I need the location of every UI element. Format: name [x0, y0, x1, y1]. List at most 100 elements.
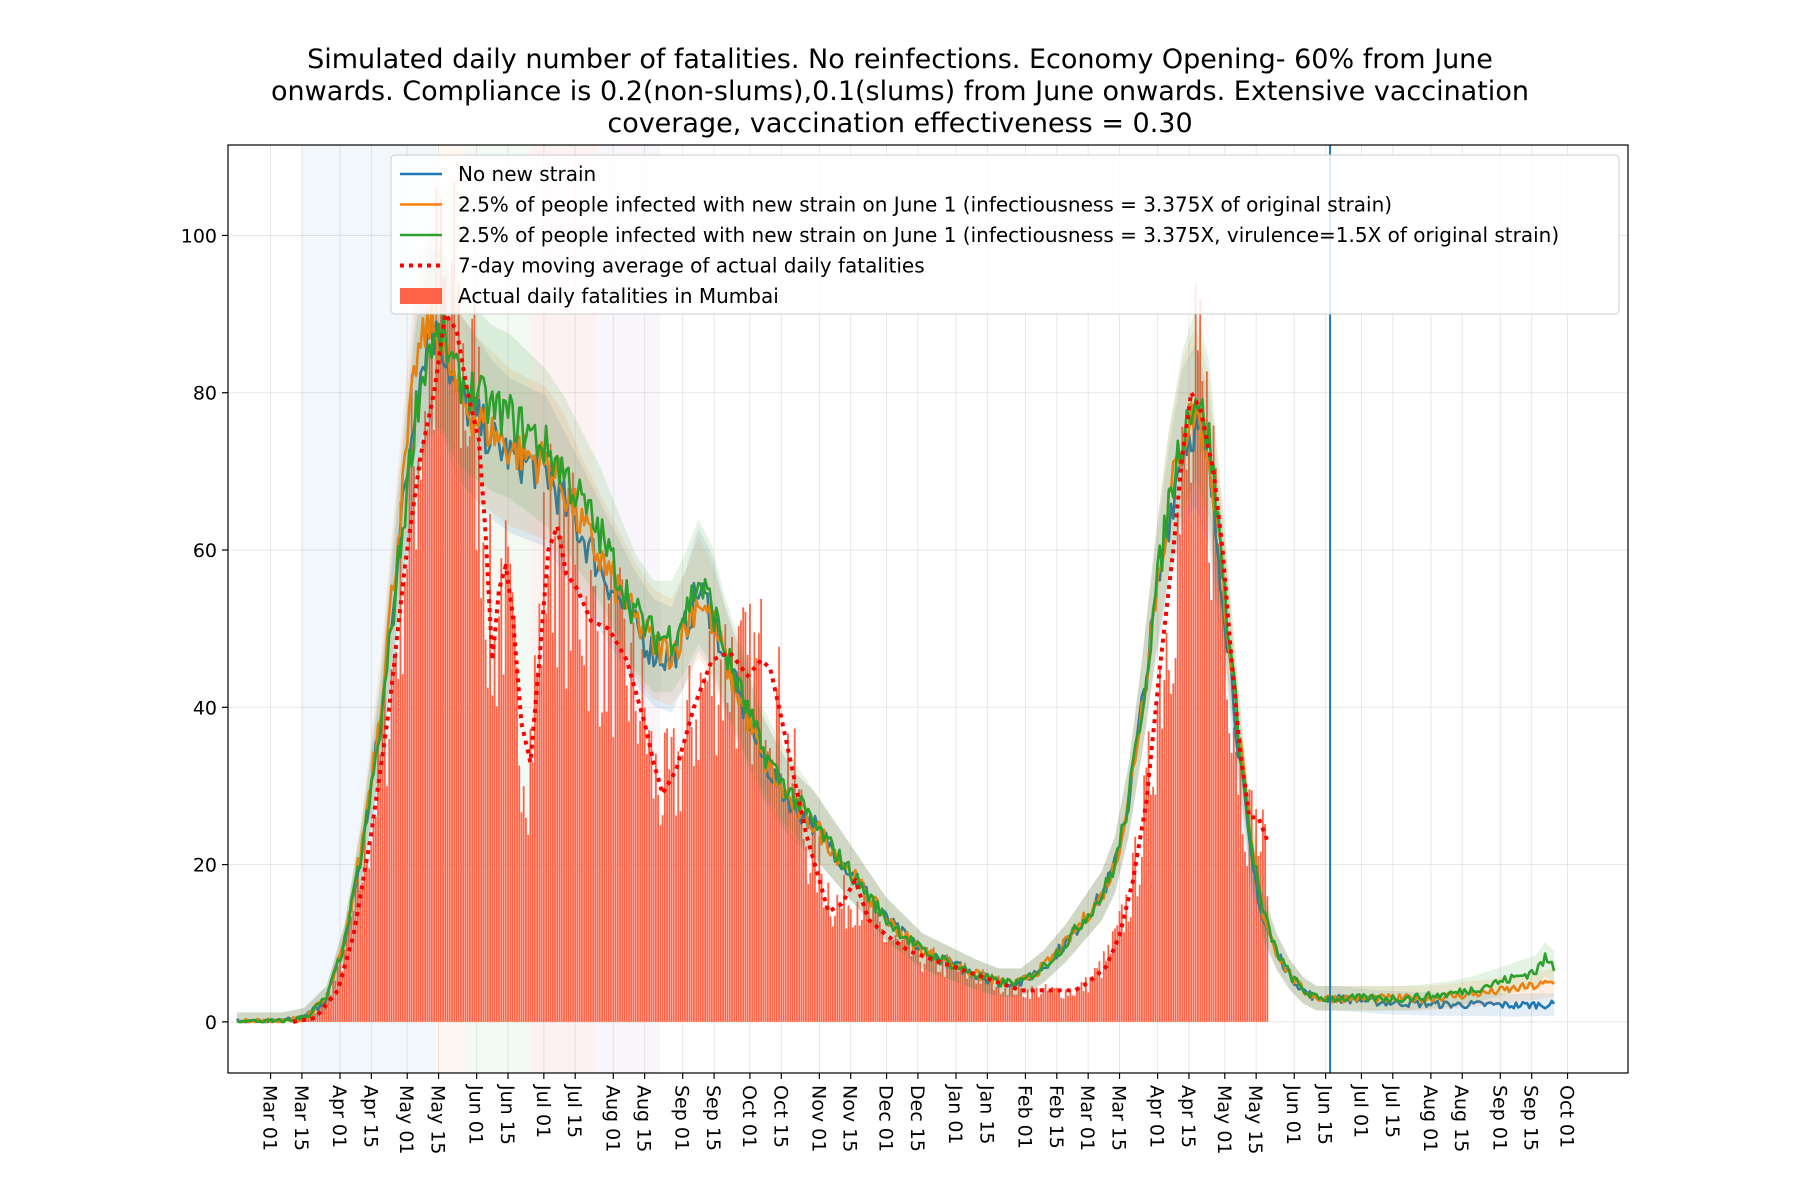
actual-fatalities-bar — [894, 935, 897, 1022]
actual-fatalities-bar — [793, 728, 796, 1022]
actual-fatalities-bar — [993, 990, 995, 1022]
actual-fatalities-bar — [955, 968, 957, 1022]
series-line — [236, 312, 1556, 1024]
actual-fatalities-bar — [386, 786, 388, 1022]
actual-fatalities-bar — [1029, 998, 1031, 1022]
actual-fatalities-bar — [363, 829, 366, 1022]
x-tick-label: Dec 15 — [906, 1085, 928, 1152]
actual-fatalities-bar — [762, 756, 765, 1022]
actual-fatalities-bar — [1219, 534, 1222, 1022]
actual-fatalities-bar — [489, 514, 491, 1022]
actual-fatalities-bar — [327, 988, 330, 1022]
actual-fatalities-bar — [690, 727, 693, 1022]
actual-fatalities-bar — [948, 958, 951, 1022]
actual-fatalities-bar — [939, 971, 942, 1022]
actual-fatalities-bar — [957, 971, 960, 1022]
legend-label: 2.5% of people infected with new strain … — [458, 223, 1559, 247]
actual-fatalities-bar — [979, 983, 982, 1022]
actual-fatalities-bar — [820, 873, 823, 1022]
actual-fatalities-bar — [464, 430, 467, 1022]
actual-fatalities-bar — [383, 675, 386, 1022]
x-tick-label: Feb 15 — [1045, 1085, 1067, 1149]
actual-fatalities-bar — [1073, 995, 1076, 1022]
actual-fatalities-bar — [901, 940, 904, 1022]
actual-fatalities-bar — [1212, 425, 1215, 1022]
actual-fatalities-bar — [415, 549, 418, 1022]
actual-fatalities-bar — [881, 928, 883, 1022]
actual-fatalities-bar — [818, 835, 821, 1022]
actual-fatalities-bar — [525, 817, 527, 1022]
actual-fatalities-bar — [1031, 986, 1034, 1022]
actual-fatalities-bar — [872, 902, 875, 1022]
actual-fatalities-bar — [657, 794, 659, 1022]
actual-fatalities-bar — [854, 925, 857, 1022]
actual-fatalities-bar — [959, 960, 962, 1022]
x-tick-label: Mar 01 — [259, 1085, 281, 1151]
x-tick-label: Aug 01 — [601, 1085, 623, 1152]
actual-fatalities-bar — [1197, 350, 1199, 1022]
actual-fatalities-bar — [435, 188, 438, 1022]
actual-fatalities-bar — [1058, 989, 1060, 1022]
legend-label: No new strain — [458, 162, 596, 186]
actual-fatalities-bar — [688, 665, 691, 1022]
actual-fatalities-bar — [392, 656, 395, 1022]
actual-fatalities-bar — [856, 901, 859, 1022]
actual-fatalities-bar — [919, 961, 922, 1022]
x-tick-label: Mar 15 — [1108, 1085, 1130, 1151]
actual-fatalities-bar — [520, 812, 523, 1022]
actual-fatalities-bar — [1194, 284, 1197, 1022]
actual-fatalities-bar — [634, 711, 637, 1022]
actual-fatalities-bar — [932, 947, 935, 1022]
actual-fatalities-bar — [693, 765, 695, 1022]
actual-fatalities-bar — [1089, 976, 1092, 1022]
actual-fatalities-bar — [314, 1013, 317, 1022]
actual-fatalities-bar — [1078, 986, 1081, 1022]
series-lines — [235, 228, 1556, 1024]
y-tick-label: 40 — [193, 697, 217, 719]
actual-fatalities-bar — [614, 578, 617, 1022]
legend-swatch — [400, 288, 442, 304]
actual-fatalities-bar — [885, 941, 888, 1022]
x-tick-label: Jul 01 — [1349, 1084, 1371, 1138]
actual-fatalities-bar — [556, 667, 559, 1022]
actual-fatalities-bar — [1042, 987, 1045, 1022]
chart-title-line: onwards. Compliance is 0.2(non-slums),0.… — [271, 76, 1529, 107]
actual-fatalities-bar — [798, 789, 801, 1022]
actual-fatalities-bar — [1232, 727, 1235, 1022]
actual-fatalities-bar — [368, 868, 371, 1022]
actual-fatalities-bar — [930, 953, 933, 1022]
actual-fatalities-bar — [413, 466, 415, 1022]
actual-fatalities-bar — [735, 748, 738, 1022]
actual-fatalities-bar — [298, 1019, 301, 1022]
actual-fatalities-bar — [1035, 987, 1038, 1022]
actual-fatalities-bar — [666, 728, 668, 1022]
actual-fatalities-bar — [348, 923, 350, 1022]
actual-fatalities-bar — [345, 923, 348, 1022]
actual-fatalities-bar — [681, 755, 684, 1022]
actual-fatalities-bar — [849, 909, 852, 1022]
actual-fatalities-bar — [775, 690, 778, 1022]
actual-fatalities-bar — [1248, 789, 1251, 1022]
actual-fatalities-bar — [1170, 693, 1172, 1022]
actual-fatalities-bar — [507, 546, 509, 1022]
x-tick-label: Jul 15 — [1381, 1084, 1403, 1138]
actual-fatalities-bar — [1107, 944, 1110, 1022]
actual-fatalities-bar — [623, 618, 626, 1022]
actual-fatalities-bar — [784, 789, 787, 1022]
actual-fatalities-bar — [984, 972, 987, 1022]
actual-fatalities-bar — [469, 436, 471, 1022]
actual-fatalities-bar — [769, 747, 771, 1022]
actual-fatalities-bar — [1044, 984, 1047, 1022]
actual-fatalities-bar — [321, 1005, 323, 1022]
actual-fatalities-bar — [744, 611, 747, 1022]
actual-fatalities-bar — [637, 743, 639, 1022]
actual-fatalities-bar — [890, 941, 892, 1022]
actual-fatalities-bar — [1183, 427, 1186, 1022]
actual-fatalities-bar — [576, 538, 579, 1022]
actual-fatalities-bar — [1132, 852, 1134, 1022]
x-tick-label: Sep 15 — [1520, 1085, 1542, 1151]
actual-fatalities-bar — [708, 630, 711, 1022]
x-tick-label: Jun 15 — [1314, 1084, 1336, 1145]
x-tick-label: Sep 15 — [702, 1085, 724, 1151]
